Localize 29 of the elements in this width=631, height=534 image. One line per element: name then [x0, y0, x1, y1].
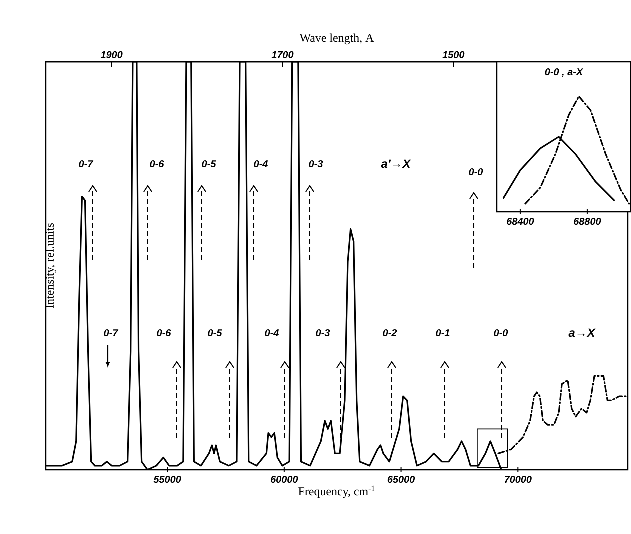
x2-tick-label: 1700 [272, 51, 294, 58]
x2-tick-label: 1500 [442, 51, 465, 58]
annotation: 0-7 [104, 329, 119, 337]
annotation: 0-4 [265, 329, 280, 337]
annotation: 0-3 [309, 160, 324, 168]
annotation: 0-4 [254, 160, 268, 168]
x-tick-label: 55000 [154, 476, 182, 484]
annotation: 0-5 [208, 329, 222, 337]
annotation: 0-1 [436, 329, 450, 337]
annotation: 0-7 [79, 160, 94, 168]
annotation: 0-5 [202, 160, 216, 168]
annotation: 0-2 [383, 329, 398, 337]
x2-tick-label: 1900 [100, 51, 123, 58]
x-tick-label: 70000 [505, 476, 532, 484]
x2-axis-title: Wave length, A [300, 34, 374, 45]
x-tick-label: 60000 [271, 476, 298, 484]
x-tick-label: 68400 [507, 218, 534, 226]
chart-title: 0-0 , a-X [545, 68, 584, 78]
annotation: 0-0 [469, 168, 484, 176]
annotation: a′→X [381, 160, 412, 168]
x-axis-title: Frequency, cm$^{-1}$ [298, 486, 375, 498]
annotation: 0-3 [316, 329, 330, 337]
annotation: 0-6 [150, 160, 164, 168]
annotation: 0-6 [157, 329, 172, 337]
annotation: 0-0 [494, 329, 508, 337]
annotation: a→X [568, 328, 596, 338]
y-axis-title: Intensity, rel.units [46, 223, 56, 309]
x-tick-label: 68800 [574, 218, 602, 226]
x-tick-label: 65000 [388, 476, 416, 484]
